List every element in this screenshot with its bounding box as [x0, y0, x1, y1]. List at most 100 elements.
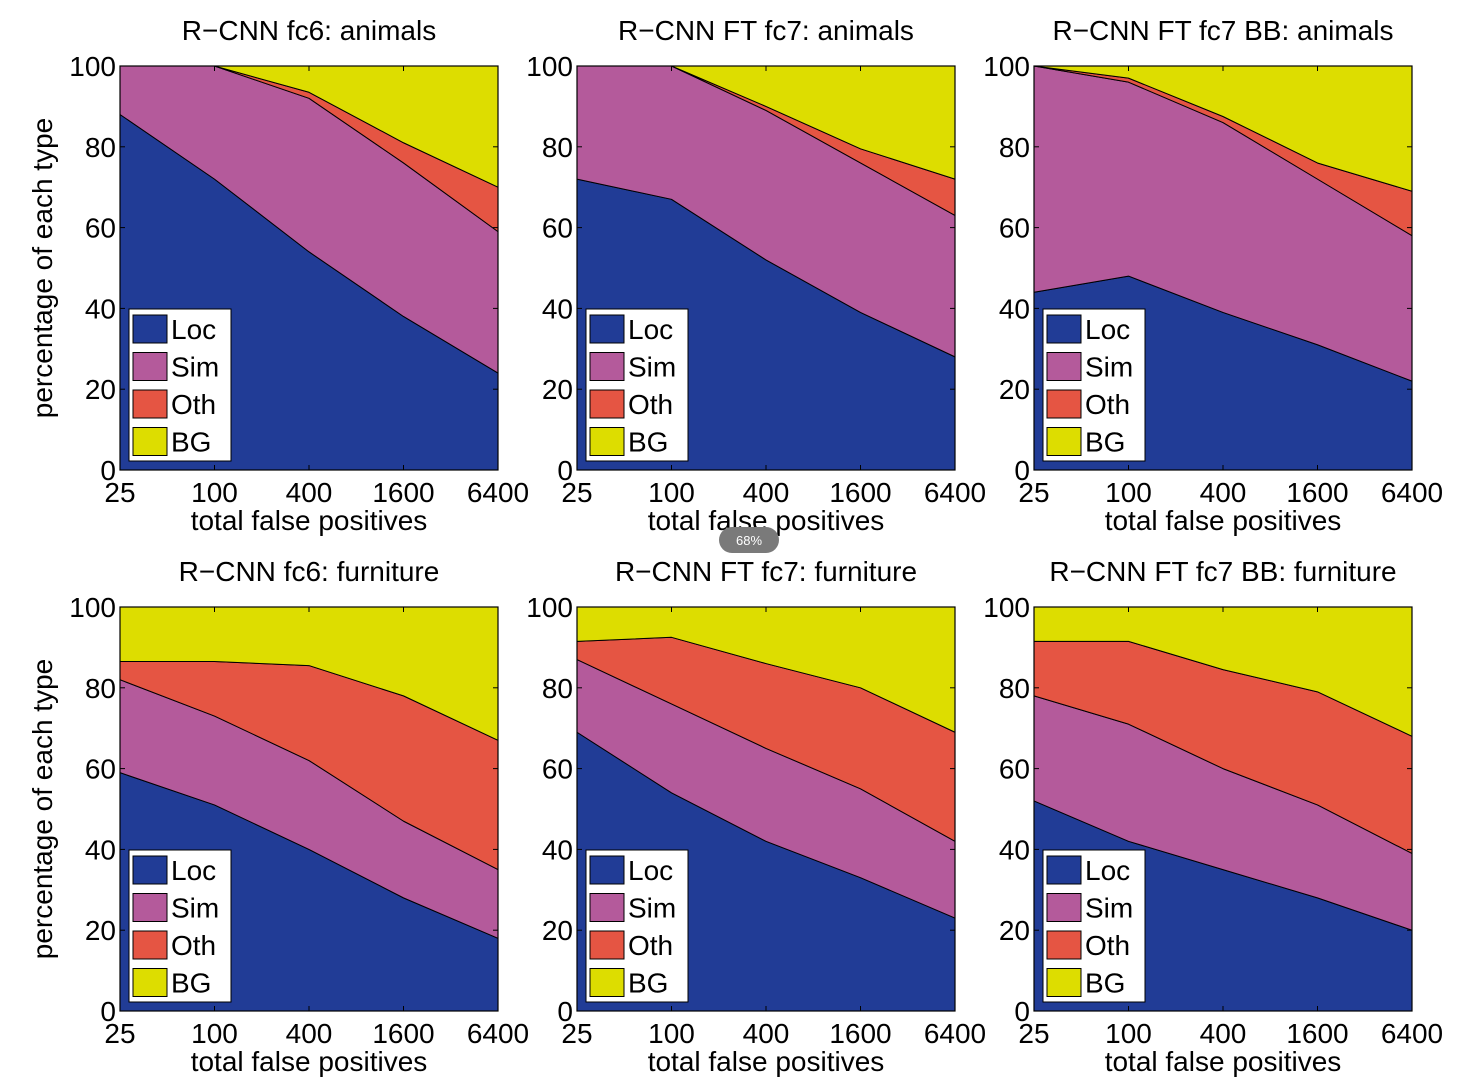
legend-swatch-bg: [132, 968, 168, 997]
legend-label: BG: [171, 968, 211, 999]
legend-label: Oth: [171, 930, 216, 961]
legend-label: Sim: [628, 352, 676, 383]
x-tick-label: 400: [286, 1018, 333, 1049]
y-tick-label: 40: [542, 293, 573, 324]
y-tick-label: 20: [999, 915, 1030, 946]
legend-label: Loc: [628, 855, 673, 886]
x-tick-label: 400: [286, 477, 333, 508]
chart-title: R−CNN fc6: animals: [182, 15, 436, 46]
x-tick-label: 100: [1105, 477, 1152, 508]
x-tick-label: 25: [104, 1018, 135, 1049]
legend-label: Oth: [628, 389, 673, 420]
chart-title: R−CNN FT fc7 BB: animals: [1052, 15, 1393, 46]
y-tick-label: 0: [1014, 455, 1030, 486]
x-tick-label: 1600: [372, 477, 434, 508]
legend: Loc Sim Oth BG: [585, 849, 689, 1003]
legend-label: Loc: [171, 314, 216, 345]
y-tick-label: 60: [85, 754, 116, 785]
legend-swatch-sim: [1046, 352, 1082, 381]
legend-label: Loc: [171, 855, 216, 886]
legend: Loc Sim Oth BG: [1042, 849, 1146, 1003]
x-axis-label: total false positives: [648, 1046, 885, 1077]
x-tick-label: 100: [648, 1018, 695, 1049]
legend-swatch-loc: [1046, 855, 1082, 885]
x-tick-label: 400: [743, 1018, 790, 1049]
y-tick-label: 20: [85, 915, 116, 946]
legend-swatch-oth: [589, 930, 625, 960]
legend-swatch-loc: [589, 855, 625, 885]
legend-swatch-loc: [132, 314, 168, 344]
legend-label: Sim: [1085, 352, 1133, 383]
x-tick-label: 6400: [924, 477, 986, 508]
x-tick-label: 6400: [924, 1018, 986, 1049]
legend-swatch-sim: [132, 352, 168, 381]
legend-swatch-bg: [589, 427, 625, 456]
x-tick-label: 25: [104, 477, 135, 508]
zoom-level-badge: 68%: [719, 527, 779, 553]
x-tick-label: 1600: [1286, 477, 1348, 508]
chart-panel-3: 0 20 40 60 80 100 25 100 400 1600 6400 total false …: [983, 15, 1443, 536]
y-tick-label: 40: [999, 293, 1030, 324]
y-tick-label: 80: [999, 673, 1030, 704]
legend-label: Loc: [1085, 314, 1130, 345]
y-tick-label: 40: [999, 834, 1030, 865]
legend-swatch-sim: [589, 352, 625, 381]
x-tick-label: 6400: [1381, 477, 1443, 508]
legend-swatch-sim: [589, 893, 625, 922]
x-tick-label: 25: [1018, 477, 1049, 508]
x-tick-label: 25: [1018, 1018, 1049, 1049]
x-axis-label: total false positives: [191, 505, 428, 536]
legend-swatch-oth: [589, 389, 625, 419]
y-tick-label: 80: [999, 132, 1030, 163]
legend-swatch-bg: [589, 968, 625, 997]
y-tick-label: 0: [1014, 996, 1030, 1027]
legend-label: Oth: [171, 389, 216, 420]
y-tick-label: 100: [983, 51, 1030, 82]
y-tick-label: 20: [542, 915, 573, 946]
x-tick-label: 1600: [372, 1018, 434, 1049]
x-tick-label: 100: [191, 1018, 238, 1049]
y-tick-label: 0: [100, 455, 116, 486]
y-tick-label: 0: [100, 996, 116, 1027]
y-tick-label: 20: [85, 374, 116, 405]
chart-panel-1: 0 20 40 60 80 100 25 100 400 1600 6400 total false …: [27, 15, 529, 536]
legend: Loc Sim Oth BG: [128, 849, 232, 1003]
x-tick-label: 400: [743, 477, 790, 508]
legend-swatch-loc: [1046, 314, 1082, 344]
y-tick-label: 40: [542, 834, 573, 865]
y-tick-label: 40: [85, 293, 116, 324]
y-tick-label: 60: [542, 213, 573, 244]
x-axis-label: total false positives: [1105, 505, 1342, 536]
legend-swatch-bg: [1046, 968, 1082, 997]
legend-label: BG: [628, 968, 668, 999]
y-tick-label: 80: [542, 673, 573, 704]
legend-label: Sim: [1085, 893, 1133, 924]
y-tick-label: 20: [999, 374, 1030, 405]
x-tick-label: 1600: [829, 477, 891, 508]
legend-label: Sim: [171, 352, 219, 383]
y-tick-label: 20: [542, 374, 573, 405]
x-tick-label: 400: [1200, 1018, 1247, 1049]
legend-swatch-oth: [1046, 930, 1082, 960]
legend-swatch-loc: [589, 314, 625, 344]
legend-swatch-oth: [132, 389, 168, 419]
x-tick-label: 25: [561, 1018, 592, 1049]
y-tick-label: 40: [85, 834, 116, 865]
legend-swatch-sim: [132, 893, 168, 922]
legend-label: Sim: [171, 893, 219, 924]
legend-label: Sim: [628, 893, 676, 924]
legend: Loc Sim Oth BG: [585, 308, 689, 462]
chart-title: R−CNN FT fc7 BB: furniture: [1049, 556, 1396, 587]
x-tick-label: 25: [561, 477, 592, 508]
x-tick-label: 100: [648, 477, 695, 508]
chart-panel-4: 0 20 40 60 80 100 25 100 400 1600 6400 total false …: [27, 556, 529, 1077]
x-tick-label: 6400: [467, 1018, 529, 1049]
y-tick-label: 80: [542, 132, 573, 163]
x-tick-label: 100: [1105, 1018, 1152, 1049]
legend-swatch-oth: [1046, 389, 1082, 419]
y-tick-label: 80: [85, 673, 116, 704]
chart-title: R−CNN FT fc7: animals: [618, 15, 914, 46]
chart-panel-6: 0 20 40 60 80 100 25 100 400 1600 6400 total false …: [983, 556, 1443, 1077]
